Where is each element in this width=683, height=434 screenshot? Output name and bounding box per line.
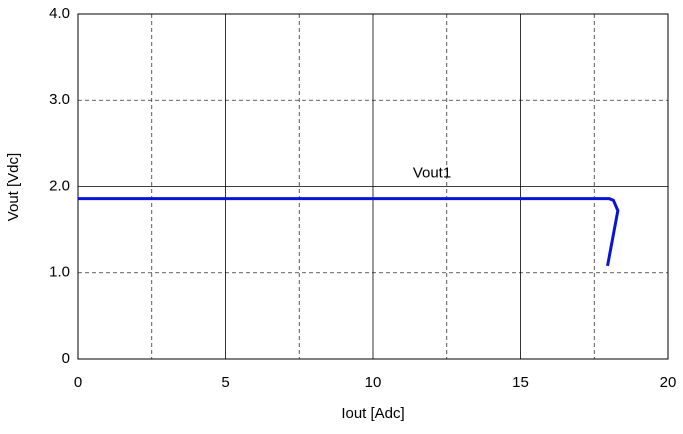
x-tick-label: 20 xyxy=(660,374,677,391)
x-tick-label: 5 xyxy=(221,374,229,391)
y-tick-label: 2.0 xyxy=(49,177,70,194)
x-tick-label: 0 xyxy=(74,374,82,391)
y-axis-label: Vout [Vdc] xyxy=(5,153,22,221)
x-tick-label: 15 xyxy=(512,374,529,391)
y-tick-label: 4.0 xyxy=(49,5,70,22)
y-tick-label: 3.0 xyxy=(49,91,70,108)
x-axis-label: Iout [Adc] xyxy=(341,405,404,422)
y-tick-label: 0 xyxy=(62,350,70,367)
series-line xyxy=(78,197,620,267)
x-tick-label: 10 xyxy=(365,374,382,391)
plot-frame xyxy=(77,13,669,360)
annotation: Vout1 xyxy=(413,164,451,181)
y-tick-label: 1.0 xyxy=(49,264,70,281)
